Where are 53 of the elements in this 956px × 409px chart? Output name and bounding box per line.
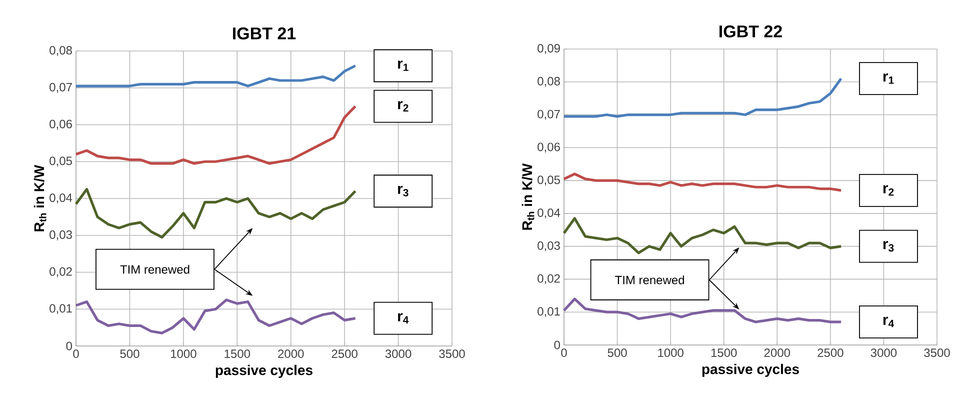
y-tick-label: 0,01: [50, 304, 72, 314]
text: r$_{3}$: [398, 186, 408, 196]
y-tick-label: 0,01: [538, 307, 560, 318]
chart-title: IGBT 22: [720, 25, 782, 38]
y-tick-label: 0,02: [538, 274, 560, 284]
x-tick-label: 1500: [224, 350, 250, 358]
x-tick-label: 1000: [658, 348, 684, 358]
text: r$_{2}$: [883, 185, 894, 196]
y-tick-label: 0: [554, 340, 560, 350]
text: r$_{1}$: [883, 73, 894, 84]
y-tick-label: 0: [66, 342, 72, 350]
y-tick-label: 0,05: [538, 176, 560, 186]
text: r$_{3}$: [883, 241, 894, 252]
annotation: TIM renewed: [120, 264, 190, 274]
text: r$_{2}$: [398, 101, 408, 112]
y-tick-label: 0,08: [50, 46, 72, 56]
y-tick-label: 0,04: [538, 208, 560, 218]
text: r$_{4}$: [883, 316, 894, 328]
x-tick-label: 2500: [332, 350, 358, 358]
y-tick-label: 0,05: [50, 156, 72, 167]
text: r$_{4}$: [398, 313, 409, 324]
line-series: [74, 188, 357, 239]
x-axis-title: passive cycles: [702, 364, 799, 377]
annotation: TIM renewed: [615, 275, 684, 284]
x-tick-label: 3500: [924, 348, 950, 358]
y-tick-label: 0,06: [538, 142, 560, 153]
y-tick-label: 0,09: [538, 44, 560, 54]
x-tick-label: 2000: [278, 350, 304, 358]
x-tick-label: 2000: [764, 348, 790, 358]
x-axis-title: passive cycles: [216, 364, 312, 378]
y-tick-label: 0,08: [538, 76, 560, 87]
y-tick-label: 0,07: [50, 82, 72, 93]
x-tick-label: 3000: [870, 348, 897, 358]
y-tick-label: 0,03: [538, 241, 560, 252]
x-tick-label: 0: [73, 350, 79, 358]
x-tick-label: 3000: [385, 350, 412, 358]
y-tick-label: 0,07: [538, 110, 560, 120]
x-tick-label: 0: [561, 348, 567, 358]
y-tick-label: 0,02: [50, 267, 72, 278]
text: r$_{1}$: [398, 60, 408, 71]
x-tick-label: 500: [608, 348, 627, 358]
y-tick-label: 0,04: [50, 194, 72, 204]
y-axis-title: R$_{th}$ in K/W: [34, 164, 46, 232]
x-tick-label: 2500: [818, 348, 844, 358]
y-axis-title: R$_{th}$ in K/W: [522, 163, 534, 230]
y-tick-label: 0,06: [50, 120, 72, 130]
y-tick-label: 0,03: [50, 230, 72, 240]
x-tick-label: 1000: [171, 350, 196, 358]
line-series: [74, 298, 357, 334]
x-tick-label: 3500: [439, 350, 465, 358]
x-tick-label: 500: [120, 350, 140, 358]
chart-title: IGBT 21: [233, 27, 296, 40]
x-tick-label: 1500: [711, 348, 737, 358]
